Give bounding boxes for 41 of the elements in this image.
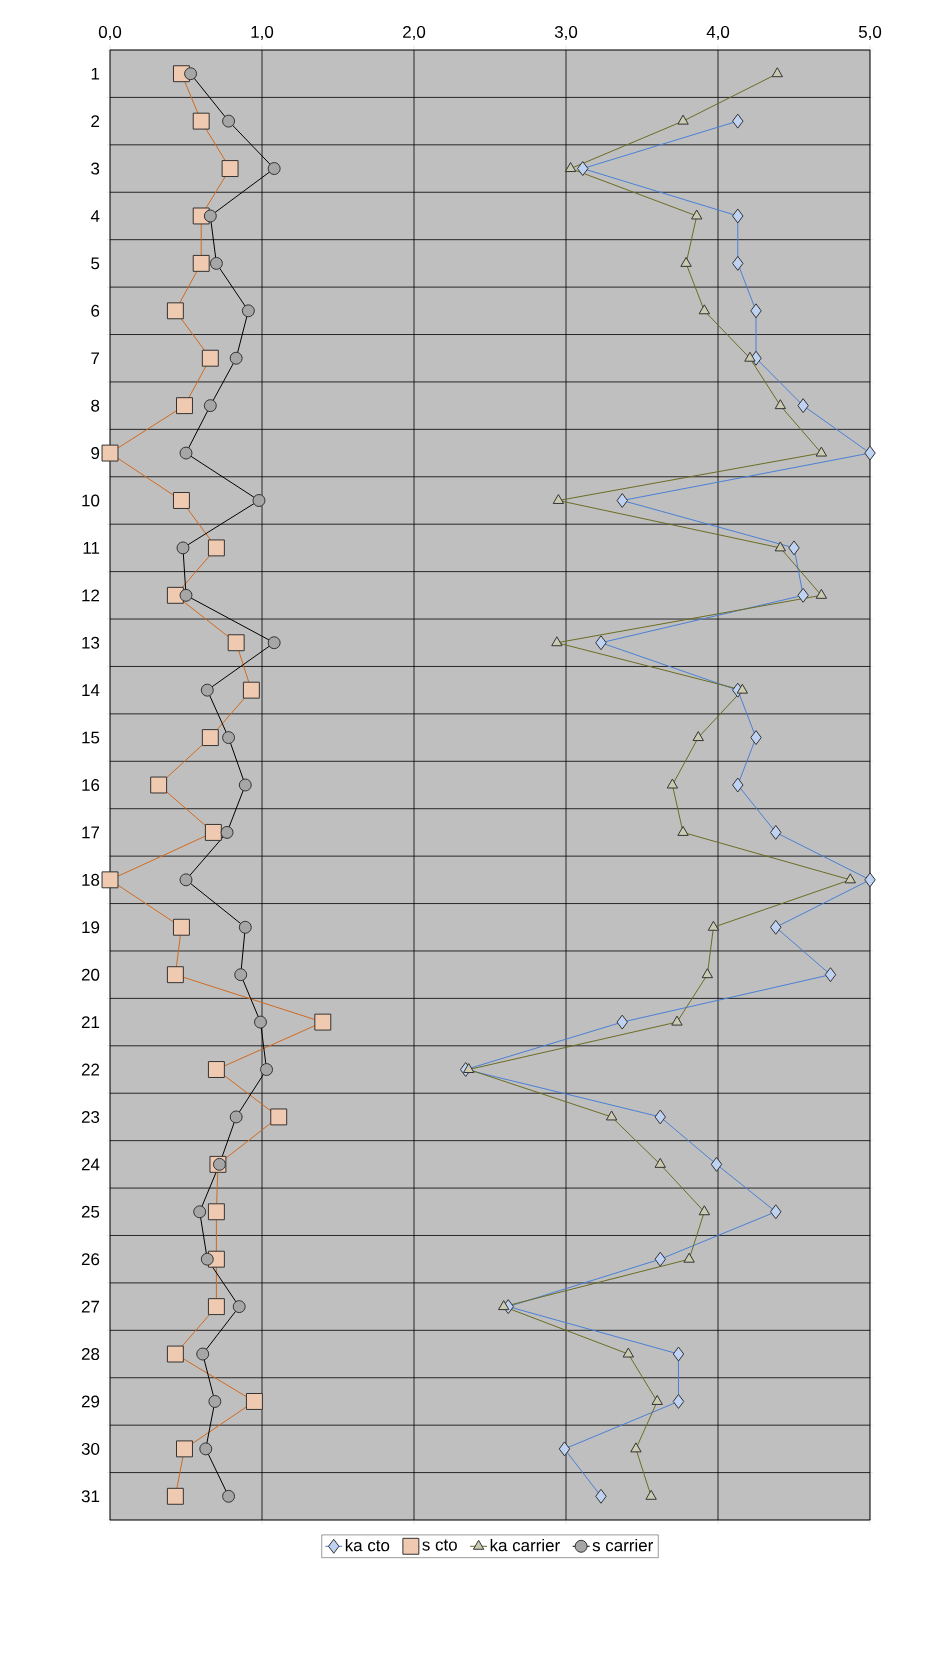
legend-label: s carrier [592, 1538, 653, 1552]
y-tick-label: 6 [91, 304, 100, 317]
x-tick-label: 3,0 [554, 25, 578, 40]
y-tick-label: 21 [81, 1016, 100, 1029]
x-tick-label: 1,0 [251, 25, 274, 40]
legend-label: ka carrier [490, 1538, 560, 1552]
y-tick-label: 11 [83, 542, 100, 554]
y-tick-label: 29 [81, 1395, 100, 1408]
y-tick-label: 5 [91, 257, 100, 270]
y-tick-label: 25 [81, 1205, 100, 1218]
y-tick-label: 16 [82, 779, 100, 791]
y-tick-label: 30 [81, 1442, 100, 1455]
legend-label: s cto [422, 1539, 457, 1551]
x-tick-label: 4,0 [706, 25, 730, 40]
x-tick-label: 0,0 [98, 25, 122, 40]
y-tick-label: 9 [91, 447, 100, 460]
y-tick-label: 15 [82, 731, 100, 744]
y-tick-label: 22 [81, 1063, 100, 1076]
y-tick-label: 2 [91, 115, 100, 128]
x-tick-label: 5,0 [858, 25, 882, 40]
y-tick-label: 27 [81, 1300, 100, 1313]
y-tick-label: 7 [91, 352, 100, 365]
legend-label: ka cto [345, 1538, 390, 1552]
y-tick-label: 12 [82, 589, 100, 602]
y-tick-label: 4 [90, 210, 100, 222]
y-tick-label: 10 [82, 494, 100, 507]
y-tick-label: 17 [82, 826, 100, 839]
y-tick-label: 1 [91, 67, 100, 80]
y-tick-label: 20 [81, 968, 100, 981]
y-tick-label: 13 [82, 636, 100, 649]
y-tick-label: 26 [81, 1253, 100, 1266]
y-tick-label: 31 [81, 1490, 100, 1503]
y-tick-label: 18 [82, 873, 100, 886]
y-tick-label: 14 [82, 684, 100, 696]
y-tick-label: 3 [91, 162, 100, 175]
y-tick-label: 23 [81, 1110, 100, 1123]
y-tick-label: 8 [91, 399, 100, 412]
y-tick-label: 28 [81, 1348, 100, 1361]
y-tick-label: 24 [81, 1158, 100, 1171]
x-tick-label: 2,0 [403, 25, 426, 40]
y-tick-label: 19 [82, 921, 100, 934]
